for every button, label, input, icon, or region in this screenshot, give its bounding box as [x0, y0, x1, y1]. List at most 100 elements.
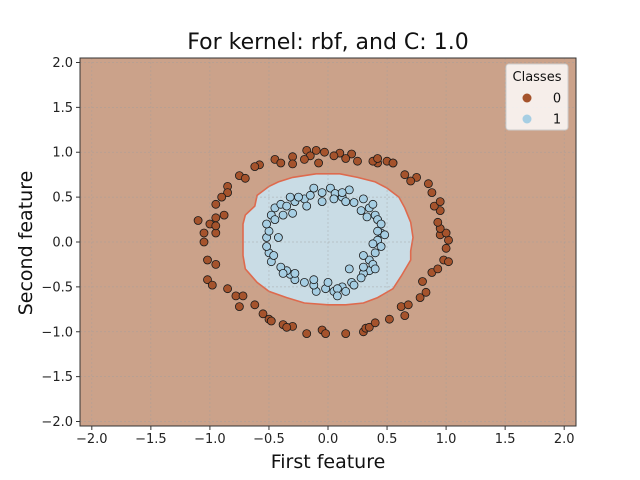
point-class-1 — [341, 197, 351, 207]
x-tick-label: 0.5 — [377, 432, 398, 447]
chart-title: For kernel: rbf, and C: 1.0 — [187, 30, 468, 55]
point-class-0 — [282, 322, 292, 332]
point-class-1 — [270, 215, 280, 225]
point-class-0 — [314, 158, 324, 168]
y-axis-title: Second feature — [15, 171, 37, 316]
point-class-1 — [370, 248, 380, 258]
point-class-0 — [266, 316, 276, 326]
y-tick-label: −2.0 — [41, 415, 73, 430]
x-tick-label: −1.0 — [194, 432, 226, 447]
point-class-0 — [193, 216, 203, 225]
point-class-0 — [433, 217, 443, 227]
y-tick-label: −0.5 — [41, 280, 73, 295]
point-class-0 — [223, 188, 233, 198]
point-class-1 — [278, 268, 288, 278]
point-class-1 — [317, 188, 327, 198]
point-class-0 — [321, 329, 331, 339]
point-class-0 — [240, 173, 250, 183]
point-class-0 — [429, 201, 439, 211]
point-class-1 — [317, 197, 327, 207]
x-tick-label: −0.5 — [253, 432, 285, 447]
point-class-0 — [211, 199, 221, 209]
point-class-0 — [441, 228, 451, 238]
point-class-0 — [207, 280, 217, 290]
point-class-1 — [264, 226, 274, 236]
point-class-0 — [421, 287, 431, 297]
point-class-0 — [199, 228, 209, 238]
x-tick-label: −1.5 — [135, 432, 167, 447]
y-tick-label: −1.0 — [41, 325, 73, 340]
legend-marker-1 — [522, 114, 532, 124]
point-class-1 — [309, 183, 319, 193]
point-class-1 — [370, 264, 380, 274]
point-class-0 — [444, 235, 453, 245]
point-class-0 — [250, 162, 260, 172]
point-class-1 — [341, 286, 351, 296]
point-class-1 — [344, 264, 354, 274]
point-class-0 — [217, 192, 227, 202]
point-class-0 — [299, 154, 309, 164]
point-class-0 — [288, 159, 298, 169]
point-class-0 — [427, 188, 437, 198]
point-class-0 — [384, 314, 394, 324]
point-class-1 — [368, 239, 378, 249]
legend-title: Classes — [513, 70, 562, 85]
point-class-0 — [320, 147, 329, 157]
point-class-1 — [323, 277, 333, 287]
point-class-1 — [309, 275, 319, 285]
point-class-0 — [373, 154, 383, 163]
point-class-0 — [406, 176, 416, 186]
legend-label-0: 0 — [553, 92, 561, 107]
point-class-0 — [211, 221, 221, 231]
point-class-1 — [376, 242, 386, 251]
plot-area: −2.0 −1.5 −1.0 −0.5 0.0 0.5 1.0 1.5 2.0 −2.0 −1.5 −… — [41, 56, 577, 447]
x-axis-title: First feature — [271, 451, 386, 473]
point-class-1 — [294, 192, 303, 202]
point-class-0 — [364, 322, 374, 332]
y-tick-label: 0.0 — [52, 236, 73, 251]
point-class-1 — [262, 219, 272, 229]
point-class-0 — [258, 309, 268, 319]
point-class-0 — [433, 264, 443, 274]
point-class-1 — [285, 192, 295, 202]
point-class-1 — [302, 201, 312, 211]
point-class-1 — [380, 230, 390, 240]
point-class-1 — [373, 226, 383, 236]
point-class-1 — [349, 280, 359, 290]
point-class-0 — [199, 237, 209, 247]
point-class-1 — [376, 219, 386, 229]
point-class-0 — [329, 151, 339, 161]
point-class-0 — [435, 206, 445, 216]
y-tick-label: 2.0 — [52, 56, 73, 71]
x-tick-label: −2.0 — [76, 432, 108, 447]
point-class-1 — [358, 194, 368, 204]
point-class-1 — [269, 251, 279, 260]
point-class-1 — [290, 268, 300, 278]
point-class-0 — [238, 291, 248, 301]
point-class-0 — [388, 158, 398, 168]
point-class-0 — [311, 145, 321, 155]
point-class-0 — [370, 318, 380, 328]
point-class-1 — [305, 190, 315, 200]
y-tick-label: 0.5 — [52, 191, 73, 206]
point-class-1 — [299, 277, 309, 287]
point-class-0 — [341, 154, 351, 163]
point-class-0 — [302, 329, 312, 339]
point-class-0 — [441, 243, 451, 253]
legend-label-1: 1 — [553, 113, 561, 128]
point-class-1 — [278, 210, 288, 220]
point-class-0 — [203, 275, 212, 285]
point-class-0 — [423, 179, 433, 189]
point-class-0 — [276, 158, 286, 168]
point-class-1 — [288, 208, 298, 218]
point-class-1 — [282, 201, 292, 211]
point-class-1 — [362, 212, 372, 222]
point-class-0 — [415, 293, 425, 303]
point-class-1 — [356, 206, 366, 216]
y-tick-label: −1.5 — [41, 370, 73, 385]
point-class-0 — [234, 302, 244, 312]
point-class-1 — [368, 199, 378, 209]
point-class-0 — [203, 255, 212, 265]
point-class-1 — [273, 233, 283, 242]
point-class-0 — [435, 197, 445, 207]
